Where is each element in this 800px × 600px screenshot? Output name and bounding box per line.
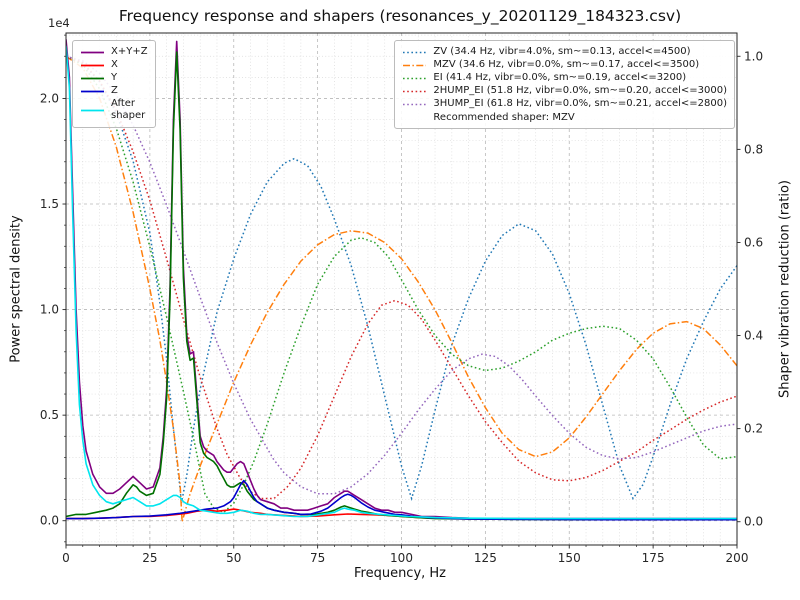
y-left-tick-label: 2.0 [40,91,59,105]
y-left-tick-label: 0.0 [40,514,59,528]
legend-item-zv: ZV (34.4 Hz, vibr=4.0%, sm~=0.13, accel<… [402,46,727,58]
legend-label: Y [111,72,118,83]
legend-line-sample [81,51,104,53]
shaper-curve-3hump-ei [66,55,737,495]
legend-item-mzv: MZV (34.6 Hz, vibr=0.0%, sm~=0.17, accel… [402,59,727,71]
recommended-shaper-text: Recommended shaper: MZV [433,112,575,123]
legend-line-sample [403,90,427,92]
legend-item-ei: EI (41.4 Hz, vibr=0.0%, sm~=0.19, accel<… [402,72,727,84]
legend-shapers: ZV (34.4 Hz, vibr=4.0%, sm~=0.13, accel<… [394,40,735,129]
legend-item-x: X [80,59,148,71]
y-right-tick-label: 0.2 [744,422,763,436]
legend-line-sample [403,77,427,79]
legend-line-sample [403,64,427,66]
legend-label: MZV (34.6 Hz, vibr=0.0%, sm~=0.17, accel… [433,59,700,70]
legend-label: X [111,59,118,70]
legend-label: After shaper [111,98,146,121]
y-right-tick-label: 0.6 [744,235,763,249]
legend-item-y: Y [80,72,148,84]
y-axis-offset-text: 1e4 [48,16,70,30]
psd-curve-z [66,479,737,521]
legend-label: 2HUMP_EI (51.8 Hz, vibr=0.0%, sm~=0.20, … [433,85,727,96]
x-tick-label: 100 [390,551,413,565]
legend-line-sample [403,103,427,105]
legend-item-z: Z [80,85,148,97]
x-tick-label: 75 [310,551,325,565]
psd-curve-y [66,51,737,521]
psd-curve-after-shaper [66,45,737,520]
legend-psd: X+Y+Z X Y Z After shaper [72,40,156,128]
y-right-tick-label: 0.0 [744,515,763,529]
x-tick-label: 25 [142,551,157,565]
legend-line-sample [403,51,427,53]
x-tick-label: 175 [642,551,665,565]
x-tick-label: 125 [474,551,497,565]
x-tick-label: 50 [226,551,241,565]
legend-label: X+Y+Z [111,46,148,57]
shaper-curve-mzv [66,55,737,522]
legend-label: Z [111,85,118,96]
y-right-tick-label: 0.8 [744,142,763,156]
legend-item-x-y-z: X+Y+Z [80,46,148,58]
legend-item-2hump-ei: 2HUMP_EI (51.8 Hz, vibr=0.0%, sm~=0.20, … [402,85,727,97]
y-left-tick-label: 1.5 [40,197,59,211]
y-left-tick-label: 0.5 [40,408,59,422]
x-tick-label: 0 [62,551,70,565]
x-tick-label: 150 [558,551,581,565]
legend-label: ZV (34.4 Hz, vibr=4.0%, sm~=0.13, accel<… [433,46,691,57]
chart-title: Frequency response and shapers (resonanc… [118,7,682,25]
x-tick-label: 200 [726,551,749,565]
x-axis-label: Frequency, Hz [353,566,447,581]
legend-line-sample [81,109,104,111]
y-right-tick-label: 0.4 [744,329,763,343]
legend-item-after-shaper: After shaper [80,98,148,122]
psd-curve-x-y-z [66,39,737,520]
legend-label: EI (41.4 Hz, vibr=0.0%, sm~=0.19, accel<… [433,72,687,83]
legend-label: 3HUMP_EI (61.8 Hz, vibr=0.0%, sm~=0.21, … [433,98,727,109]
y-right-tick-label: 1.0 [744,49,763,63]
shaper-curve-zv [66,55,737,504]
legend-line-sample [81,64,104,66]
legend-item-3hump-ei: 3HUMP_EI (61.8 Hz, vibr=0.0%, sm~=0.21, … [402,98,727,110]
legend-line-sample [81,90,104,92]
shaper-curve-ei [66,55,737,514]
y-left-tick-label: 1.0 [40,303,59,317]
legend-line-sample [81,77,104,79]
